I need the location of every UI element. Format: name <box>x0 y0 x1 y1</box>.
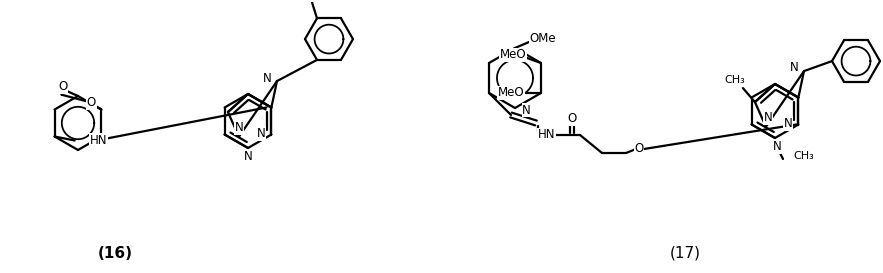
Text: N: N <box>764 111 773 124</box>
Text: N: N <box>262 72 271 85</box>
Text: N: N <box>244 150 253 164</box>
Text: MeO: MeO <box>498 87 525 99</box>
Text: N: N <box>257 127 266 140</box>
Text: CH₃: CH₃ <box>793 151 814 161</box>
Text: HN: HN <box>538 129 555 141</box>
Text: CH₃: CH₃ <box>302 0 321 1</box>
Text: MeO: MeO <box>500 49 526 61</box>
Text: OMe: OMe <box>530 31 556 44</box>
Text: N: N <box>235 121 244 134</box>
Text: O: O <box>58 81 68 93</box>
Text: O: O <box>634 143 644 156</box>
Text: O: O <box>87 96 96 109</box>
Text: N: N <box>784 117 793 130</box>
Text: CH₃: CH₃ <box>725 75 745 85</box>
Text: HN: HN <box>89 134 107 147</box>
Text: N: N <box>522 103 531 117</box>
Text: N: N <box>789 61 798 74</box>
Text: O: O <box>568 112 577 126</box>
Text: (17): (17) <box>669 245 700 260</box>
Text: N: N <box>773 141 781 153</box>
Text: (16): (16) <box>97 245 132 260</box>
